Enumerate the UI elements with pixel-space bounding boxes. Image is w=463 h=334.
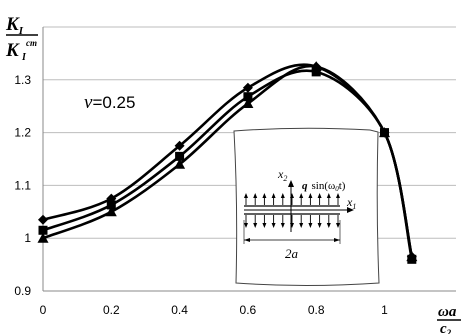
- point-triangle: [105, 206, 117, 217]
- x-tick-label: 0.8: [308, 303, 325, 317]
- point-triangle: [242, 98, 254, 109]
- svg-text:KI: KI: [5, 14, 24, 37]
- x1-label: x1: [346, 195, 356, 211]
- point-square: [311, 67, 321, 77]
- y-tick-label: 1: [24, 231, 31, 245]
- y-tick-label: 1.1: [14, 178, 31, 192]
- y-tick-label: 1.2: [14, 126, 31, 140]
- x-tick-label: 1: [381, 303, 388, 317]
- inset-diagram: x2 q sin(ω0t) x1 2a: [233, 127, 380, 286]
- load-label: q sin(ω0t): [302, 180, 346, 193]
- point-triangle: [406, 251, 418, 262]
- series-line-triangle: [42, 64, 414, 257]
- x-tick-label: 0.4: [171, 303, 188, 317]
- point-square: [243, 92, 253, 102]
- y-tick-labels: 0.9 1 1.1 1.2 1.3: [14, 73, 31, 298]
- svg-text:ст: ст: [26, 38, 37, 48]
- y-axis-label: KI K I ст: [5, 14, 38, 63]
- data-series: [37, 61, 418, 264]
- x-tick-label: 0.2: [103, 303, 120, 317]
- x-axis-label: ωa c2: [437, 304, 461, 334]
- point-triangle: [379, 127, 390, 138]
- svg-text:c2: c2: [440, 321, 452, 334]
- y-tick-label: 0.9: [14, 284, 31, 298]
- point-square: [175, 151, 185, 161]
- point-diamond: [174, 140, 185, 151]
- x-tick-labels: 0 0.2 0.4 0.6 0.8 1: [40, 303, 389, 317]
- crack-length-label: 2a: [285, 246, 299, 261]
- inset-frame: [233, 127, 380, 286]
- point-square: [106, 200, 116, 210]
- x-tick-label: 0.6: [240, 303, 257, 317]
- nu-annotation: ν=0.25: [84, 92, 135, 113]
- x2-label: x2: [277, 167, 287, 183]
- load-arrows: [244, 193, 340, 228]
- point-diamond: [242, 82, 253, 93]
- point-diamond: [38, 214, 48, 225]
- point-square: [38, 225, 48, 235]
- point-triangle: [37, 232, 49, 243]
- point-triangle: [310, 61, 322, 72]
- svg-text:I: I: [21, 52, 27, 63]
- y-tick-label: 1.3: [14, 73, 31, 87]
- svg-text:K: K: [5, 40, 20, 61]
- x-tick-label: 0: [40, 303, 47, 317]
- svg-text:ωa: ωa: [438, 304, 457, 320]
- point-triangle: [174, 158, 186, 169]
